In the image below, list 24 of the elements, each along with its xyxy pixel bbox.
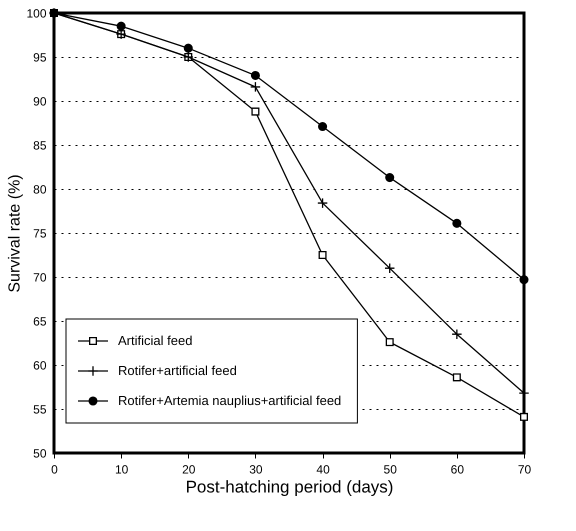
x-tick-label: 40 — [316, 462, 330, 476]
y-tick-label: 65 — [33, 314, 47, 328]
y-tick-label: 70 — [33, 270, 47, 284]
x-tick-label: 70 — [518, 462, 532, 476]
y-tick-label: 95 — [33, 50, 47, 64]
y-tick-label: 50 — [33, 446, 47, 460]
y-tick-label: 100 — [26, 6, 47, 20]
legend-label: Rotifer+artificial feed — [118, 363, 237, 378]
y-tick-label: 60 — [33, 358, 47, 372]
y-tick-label: 85 — [33, 138, 47, 152]
y-tick-label: 80 — [33, 182, 47, 196]
x-axis-title: Post-hatching period (days) — [186, 478, 394, 496]
x-tick-label: 60 — [450, 462, 464, 476]
y-tick-label: 75 — [33, 226, 47, 240]
y-tick-label: 90 — [33, 94, 47, 108]
x-tick-label: 30 — [249, 462, 263, 476]
y-axis-title: Survival rate (%) — [6, 174, 24, 293]
legend-label: Artificial feed — [118, 333, 192, 348]
x-tick-label: 20 — [182, 462, 196, 476]
x-tick-label: 10 — [114, 462, 129, 476]
legend-label: Rotifer+Artemia nauplius+artificial feed — [118, 393, 342, 408]
x-tick-label: 0 — [51, 462, 58, 476]
y-tick-label: 55 — [33, 402, 47, 416]
x-tick-label: 50 — [384, 462, 398, 476]
